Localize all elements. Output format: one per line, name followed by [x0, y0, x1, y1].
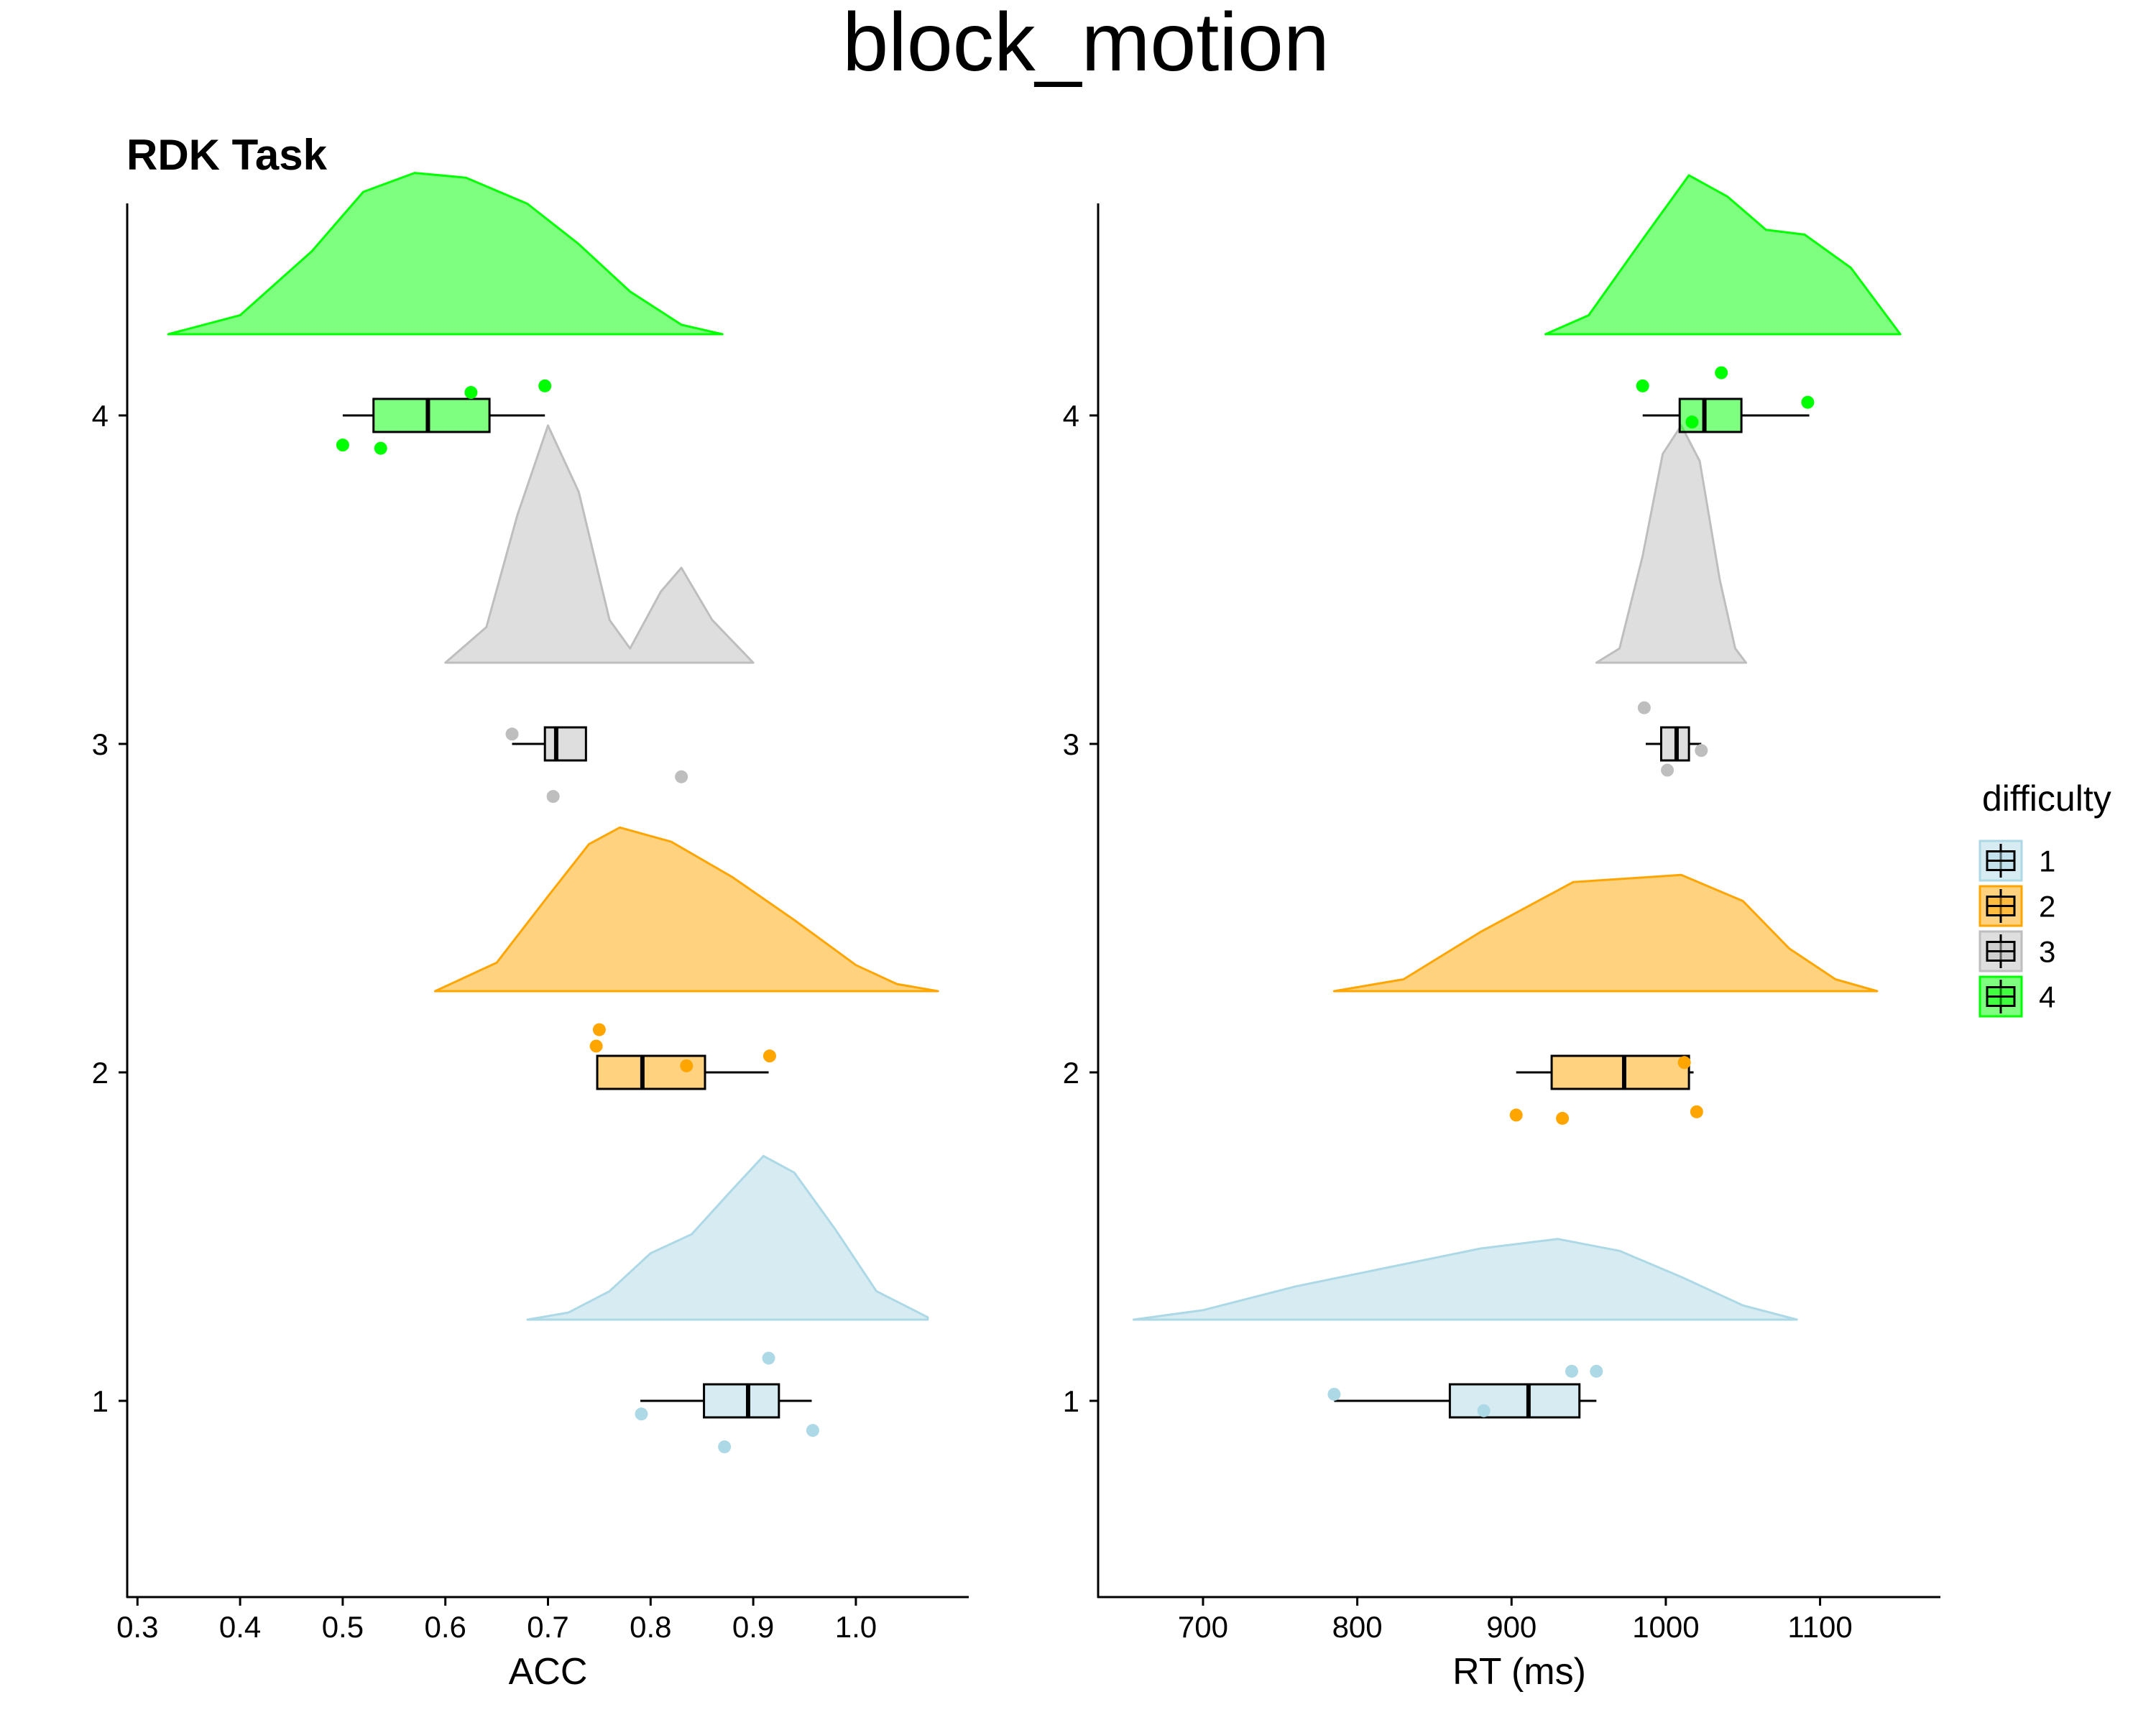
rt-point-2-4: [1690, 1105, 1703, 1118]
acc-y-tick-label-1: 1: [92, 1384, 109, 1418]
legend-key-2: 2: [1978, 885, 2055, 927]
acc-point-3-3: [675, 770, 688, 783]
figure-title: block_motion: [842, 0, 1330, 88]
rt-x-tick-label-1100: 1100: [1787, 1610, 1852, 1644]
acc-box-1: [703, 1383, 780, 1419]
acc-point-1-2: [718, 1440, 732, 1453]
acc-point-1-3: [762, 1351, 775, 1365]
rt-y-tick-label-1: 1: [1063, 1384, 1079, 1418]
rt-point-4-4: [1801, 395, 1815, 409]
acc-x-tick-label-0.4: 0.4: [219, 1610, 261, 1644]
figure-subtitle: RDK Task: [126, 131, 328, 179]
rt-point-1-3: [1565, 1364, 1578, 1378]
legend-label-1: 1: [2039, 845, 2055, 878]
acc-x-tick-label-1.0: 1.0: [835, 1610, 877, 1644]
rt-density-2: [1332, 873, 1879, 993]
acc-point-2-3: [680, 1059, 694, 1072]
legend-label-3: 3: [2039, 935, 2055, 969]
rt-point-4-2: [1685, 415, 1699, 429]
acc-point-3-2: [546, 790, 560, 804]
rt-x-tick-label-800: 800: [1332, 1610, 1383, 1644]
acc-density-2: [433, 826, 939, 993]
rt-point-2-1: [1509, 1108, 1523, 1122]
acc-density-3: [444, 424, 755, 664]
rt-x-tick-label-700: 700: [1178, 1610, 1228, 1644]
rt-y-tick-label-4: 4: [1063, 399, 1079, 433]
acc-box-3: [543, 726, 587, 762]
rt-panel: 1 2 3 4 700 800 900 1000 1100 RT (ms): [1063, 174, 1940, 1693]
rt-point-2-3: [1677, 1056, 1691, 1070]
acc-point-4-1: [336, 438, 349, 452]
acc-x-tick-label-0.9: 0.9: [732, 1610, 774, 1644]
acc-x-tick-label-0.5: 0.5: [322, 1610, 364, 1644]
legend-items: 1 2 3 4: [1978, 840, 2055, 1018]
acc-x-tick-label-0.7: 0.7: [527, 1610, 568, 1644]
rt-x-tick-label-1000: 1000: [1632, 1610, 1699, 1644]
acc-panel: 1 2 3 4 0.3 0.4 0.5 0.6 0.7 0.8 0.9 1.0 ACC: [92, 172, 969, 1693]
rt-point-3-2: [1661, 763, 1674, 777]
legend: difficulty 1 2 3 4: [1978, 778, 2111, 1018]
acc-x-tick-label-0.8: 0.8: [630, 1610, 671, 1644]
rt-y-tick-label-3: 3: [1063, 727, 1079, 761]
rt-density-1: [1132, 1238, 1798, 1321]
legend-label-4: 4: [2039, 980, 2055, 1014]
acc-density-4: [167, 172, 724, 336]
acc-x-tick-label-0.6: 0.6: [424, 1610, 466, 1644]
rt-point-4-1: [1636, 379, 1649, 392]
acc-box-4: [372, 397, 491, 433]
rt-point-1-4: [1590, 1364, 1603, 1378]
acc-y-tick-label-3: 3: [92, 727, 109, 761]
legend-label-2: 2: [2039, 890, 2055, 924]
acc-y-tick-label-2: 2: [92, 1056, 109, 1090]
rt-y-tick-label-2: 2: [1063, 1056, 1079, 1090]
rt-point-1-2: [1477, 1404, 1491, 1417]
legend-key-3: 3: [1978, 930, 2055, 972]
acc-point-2-2: [589, 1039, 603, 1053]
acc-point-2-4: [763, 1049, 776, 1063]
legend-key-4: 4: [1978, 975, 2055, 1018]
acc-point-4-2: [374, 441, 387, 455]
rt-point-4-3: [1715, 366, 1728, 380]
rt-x-axis-label: RT (ms): [1452, 1651, 1586, 1693]
legend-title: difficulty: [1982, 778, 2111, 819]
rt-box-1: [1448, 1383, 1581, 1419]
rt-point-2-2: [1556, 1111, 1570, 1125]
acc-point-4-4: [538, 379, 552, 392]
acc-point-3-1: [505, 727, 519, 741]
rt-x-tick-label-900: 900: [1486, 1610, 1537, 1644]
rt-density-4: [1544, 174, 1902, 336]
rt-point-3-1: [1637, 701, 1651, 714]
rt-density-3: [1595, 424, 1748, 664]
acc-point-1-4: [806, 1424, 819, 1438]
legend-key-1: 1: [1978, 840, 2055, 882]
acc-x-axis-label: ACC: [509, 1651, 588, 1693]
acc-y-tick-label-4: 4: [92, 399, 109, 433]
rt-point-1-1: [1327, 1387, 1341, 1401]
acc-density-1: [526, 1154, 929, 1321]
acc-x-tick-label-0.3: 0.3: [116, 1610, 158, 1644]
acc-point-1-1: [635, 1407, 648, 1421]
rt-point-3-3: [1695, 744, 1708, 758]
acc-point-2-1: [592, 1023, 606, 1036]
acc-point-4-3: [464, 386, 478, 400]
rt-box-2: [1550, 1054, 1690, 1090]
